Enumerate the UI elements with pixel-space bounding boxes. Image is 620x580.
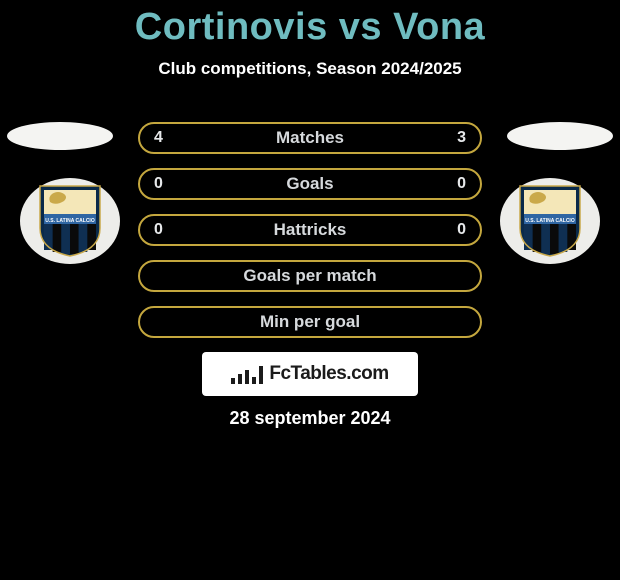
stat-left-value: 0 [154,170,163,198]
title-vs: vs [339,6,382,48]
stat-row-min-per-goal: Min per goal [138,306,482,338]
club-badge-left: U.S. LATINA CALCIO [20,178,120,264]
club-badge-right: U.S. LATINA CALCIO [500,178,600,264]
stat-left-value: 4 [154,124,163,152]
stat-row-hattricks: 0 Hattricks 0 [138,214,482,246]
watermark-text: FcTables.com [269,363,388,385]
stat-row-matches: 4 Matches 3 [138,122,482,154]
title-player-right: Vona [393,6,485,48]
stat-label: Goals per match [243,266,376,286]
stat-right-value: 0 [457,216,466,244]
stat-row-goals: 0 Goals 0 [138,168,482,200]
stats-container: 4 Matches 3 0 Goals 0 0 Hattricks 0 Goal… [138,122,482,352]
stat-left-value: 0 [154,216,163,244]
club-name-text: U.S. LATINA CALCIO [525,218,575,224]
stat-row-goals-per-match: Goals per match [138,260,482,292]
bar-chart-icon [231,364,263,384]
club-shield-icon: U.S. LATINA CALCIO [38,184,102,258]
club-shield-icon: U.S. LATINA CALCIO [518,184,582,258]
page-title: Cortinovis vs Vona [0,0,620,49]
player-avatar-left [7,122,113,150]
stat-right-value: 3 [457,124,466,152]
player-avatar-right [507,122,613,150]
title-player-left: Cortinovis [135,6,328,48]
stat-label: Min per goal [260,312,360,332]
stat-label: Matches [276,128,344,148]
fctables-watermark[interactable]: FcTables.com [202,352,418,396]
club-name-text: U.S. LATINA CALCIO [45,218,95,224]
stat-right-value: 0 [457,170,466,198]
page-subtitle: Club competitions, Season 2024/2025 [0,59,620,79]
stat-label: Hattricks [274,220,347,240]
infographic-date: 28 september 2024 [0,408,620,429]
stat-label: Goals [286,174,333,194]
